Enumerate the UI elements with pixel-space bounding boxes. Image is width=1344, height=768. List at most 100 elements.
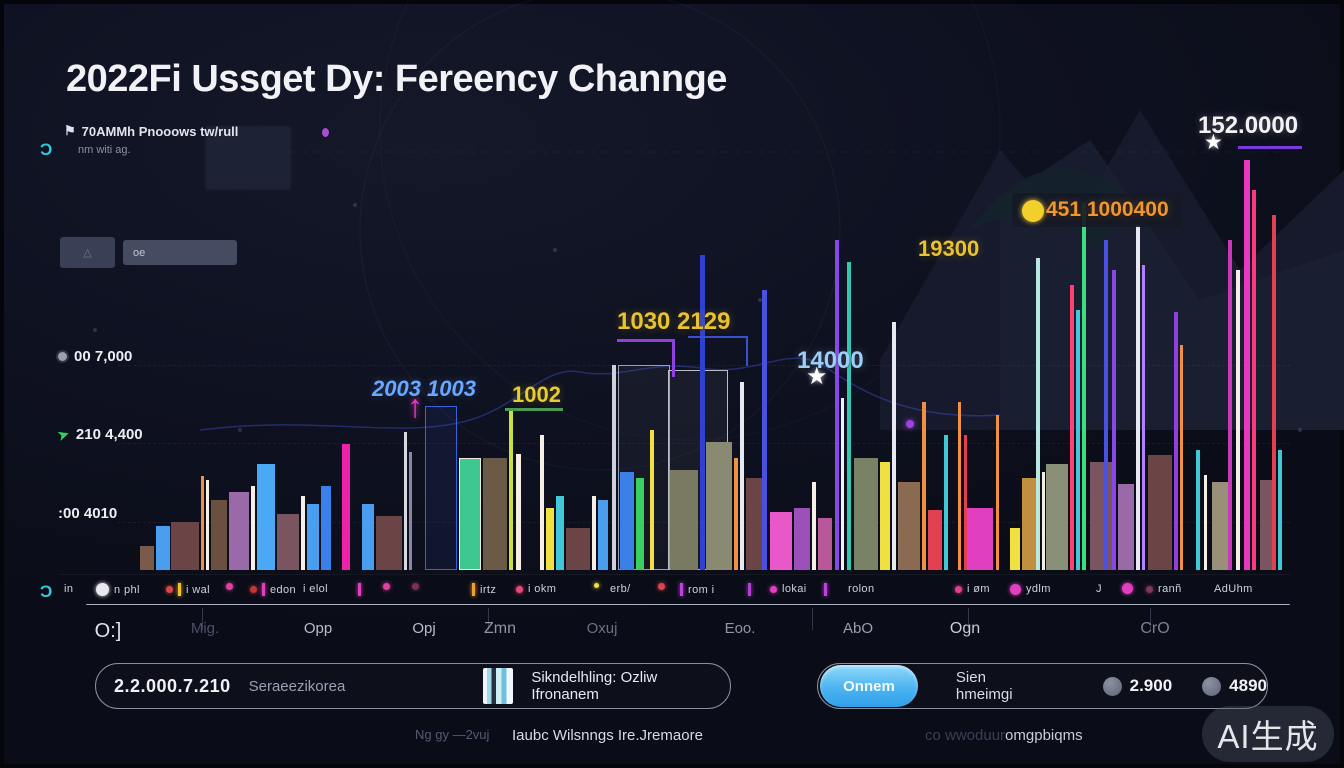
x-axis-label[interactable]: Opp [303, 620, 333, 637]
credit-line: co wwoduuromgpbiqms [925, 727, 1083, 744]
bar [1174, 312, 1178, 570]
x-axis-label[interactable]: Eoo. [724, 620, 756, 637]
bar [892, 322, 896, 570]
bar [1212, 482, 1228, 570]
bar [746, 478, 766, 570]
bar [1010, 528, 1020, 570]
caption-backdrop [205, 126, 291, 190]
bar [944, 435, 948, 570]
axis-tick: i elol [303, 583, 328, 595]
x-axis-label[interactable]: CrO [1140, 620, 1170, 637]
x-axis-label[interactable]: Mig. [190, 620, 220, 637]
bar [740, 382, 744, 570]
mountain-icon: △ [83, 247, 92, 259]
bar [770, 512, 792, 570]
bar [1196, 450, 1200, 570]
bar [592, 496, 596, 570]
thumbnail-button[interactable]: △ [60, 237, 115, 268]
underline-mark [617, 339, 675, 342]
bar [425, 406, 457, 570]
x-axis-line [86, 604, 1290, 605]
x-axis-label[interactable]: O:] [94, 620, 122, 642]
tick-label: rom i [688, 583, 715, 596]
bar [620, 472, 634, 570]
value-label: 152.0000 [1198, 112, 1299, 139]
flag-icon: ⚑ [64, 123, 76, 138]
tick-bar-icon [178, 583, 181, 596]
glacier-thumbnail [483, 668, 514, 704]
caption-line1: 70AMMh Pnooows tw/rull [81, 123, 239, 139]
bar [636, 478, 644, 570]
bar [1112, 270, 1116, 570]
y-axis-text: 00 7,000 [74, 348, 133, 365]
tick-dot-icon [1146, 585, 1153, 593]
tick-dot-icon [166, 586, 173, 593]
primary-action-button[interactable]: Onnem [820, 665, 918, 707]
tick-bar-icon [680, 583, 683, 596]
arrow-up-icon: ↑ [407, 388, 423, 424]
bar [1148, 455, 1172, 570]
footnote: Iaubc Wilsnngs Ire.Jremaore [512, 727, 703, 744]
tick-dot-icon [955, 585, 962, 593]
bar [1244, 160, 1250, 570]
x-axis-label[interactable]: Ogn [949, 620, 981, 637]
axis-tick: ranñ [1146, 583, 1182, 595]
x-axis-label[interactable]: Zmn [484, 620, 516, 637]
bar [201, 476, 204, 570]
bar [964, 435, 967, 570]
tick-label: edon [270, 583, 297, 596]
y-axis-label: ➤ 210 4,400 [56, 425, 143, 443]
bar [1136, 225, 1140, 570]
tick-dot-icon [383, 583, 390, 590]
axis-tick [594, 583, 599, 588]
axis-connector-line [1150, 608, 1151, 630]
tick-dot-icon [594, 583, 599, 588]
bar [1042, 472, 1045, 570]
x-axis-label[interactable]: Oxuj [586, 620, 618, 637]
axis-tick [383, 583, 390, 590]
axis-connector-line [202, 608, 203, 630]
bar [1252, 190, 1256, 570]
bar [1228, 240, 1232, 570]
tick-label: lokai [782, 583, 807, 595]
axis-tick: ydlm [1010, 583, 1051, 595]
tick-label: rolon [848, 583, 875, 595]
tick-dot-icon [1010, 583, 1021, 595]
bar [1236, 270, 1240, 570]
page-title: 2022Fi Ussget Dy: Fereency Channge [66, 58, 727, 100]
source-name: Seraeezikorea [248, 677, 346, 695]
tick-label: ranñ [1158, 583, 1182, 595]
tick-label: i okm [528, 583, 557, 595]
side-glyph-top: Ɔ [40, 140, 53, 159]
bar [1104, 240, 1108, 570]
tick-bar-icon [262, 583, 265, 596]
stats-label: Sien hmeimgi [955, 669, 1013, 703]
axis-connector-line [812, 608, 813, 630]
tick-label: J [1096, 583, 1102, 595]
bar [847, 262, 851, 570]
caption-line2: nm witi ag. [78, 144, 131, 156]
toolbar-field[interactable]: oe [123, 240, 237, 265]
bar [171, 522, 199, 570]
tick-dot-icon [658, 583, 665, 590]
bar [546, 508, 554, 570]
tick-dot-icon [96, 583, 109, 596]
bar [540, 435, 544, 570]
info-pill[interactable]: 2.2.000.7.210 Seraeezikorea Sikndelhling… [95, 663, 731, 709]
y-axis-label: 00 7,000 [58, 348, 132, 365]
tick-label: ydlm [1026, 583, 1051, 595]
axis-tick [824, 583, 827, 596]
tick-bar-icon [358, 583, 361, 596]
bar [1036, 258, 1040, 570]
bar [612, 365, 616, 570]
x-axis-label[interactable]: AbO [842, 620, 874, 637]
tick-label: AdUhm [1214, 583, 1253, 595]
tick-label: n phl [114, 583, 140, 596]
stats-pill: Onnem Sien hmeimgi 2.900 4890 [817, 663, 1268, 709]
x-axis-label[interactable]: Opj [412, 620, 436, 637]
pill-description: Sikndelhling: Ozliw Ifronanem [531, 669, 658, 703]
tick-dot-icon [770, 585, 777, 593]
axis-tick [748, 583, 751, 596]
